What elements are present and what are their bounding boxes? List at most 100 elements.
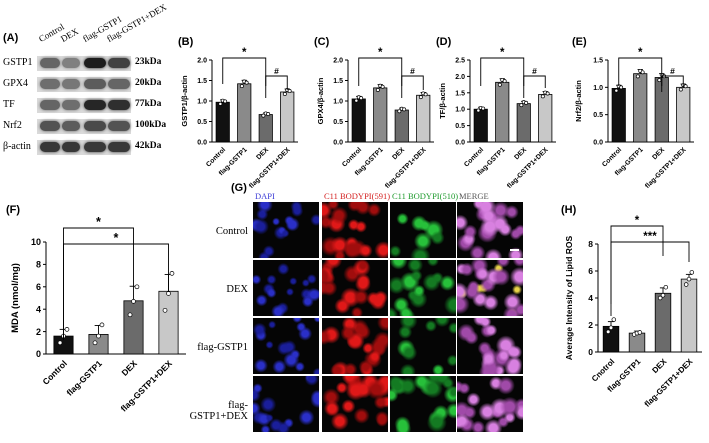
data-point bbox=[375, 88, 380, 92]
y-tick-label: 2.0 bbox=[333, 57, 343, 64]
significance-bracket bbox=[63, 227, 134, 340]
data-point bbox=[239, 84, 244, 89]
microscopy-row-label: DEX bbox=[226, 284, 248, 295]
bar bbox=[473, 108, 488, 143]
blot-protein-label: TF bbox=[3, 99, 15, 110]
y-tick-label: 1.0 bbox=[455, 107, 465, 114]
significance-marker: # bbox=[532, 66, 537, 76]
microscopy-image bbox=[322, 260, 388, 316]
microscopy-image bbox=[253, 260, 319, 316]
microscopy-image bbox=[390, 318, 456, 374]
data-point bbox=[637, 330, 643, 335]
bar bbox=[280, 91, 295, 143]
bar bbox=[602, 325, 620, 353]
y-tick-label: 2.0 bbox=[197, 57, 207, 64]
y-tick-label: 0 bbox=[588, 347, 593, 357]
y-tick-label: 8 bbox=[588, 239, 593, 249]
x-tick-label: DEX bbox=[650, 357, 668, 375]
blot-band bbox=[84, 121, 106, 131]
y-tick-label: 0.0 bbox=[593, 139, 603, 146]
bar bbox=[516, 103, 531, 143]
blot-protein-label: GPX4 bbox=[3, 78, 29, 89]
data-point bbox=[127, 312, 133, 318]
bar bbox=[215, 101, 230, 143]
blot-band bbox=[40, 58, 60, 68]
data-point bbox=[354, 98, 359, 103]
blot-band bbox=[84, 100, 106, 110]
y-tick-label: 1.5 bbox=[333, 78, 343, 85]
blot-band bbox=[84, 58, 106, 68]
y-tick-label: 0.0 bbox=[333, 139, 343, 146]
y-tick-label: 2.0 bbox=[455, 74, 465, 81]
x-tick-label: flag-GSTP1+DEX bbox=[384, 146, 428, 190]
blot-band bbox=[62, 79, 80, 89]
significance-marker: * bbox=[638, 47, 643, 59]
data-point bbox=[611, 317, 617, 322]
microscopy-image bbox=[253, 318, 319, 374]
significance-marker: # bbox=[410, 66, 415, 76]
y-tick-label: 6 bbox=[588, 266, 593, 276]
x-tick-label: flag-GSTP1 bbox=[64, 358, 104, 398]
data-point bbox=[402, 107, 407, 112]
data-point bbox=[261, 113, 266, 118]
y-tick-label: 0.0 bbox=[455, 139, 465, 146]
data-point bbox=[497, 82, 502, 87]
significance-bracket bbox=[618, 57, 663, 92]
microscopy-image bbox=[322, 376, 388, 432]
y-tick-label: 10 bbox=[31, 237, 41, 247]
blot-kda-label: 23kDa bbox=[135, 57, 162, 67]
bar bbox=[158, 290, 179, 355]
significance-bracket bbox=[610, 241, 690, 316]
y-tick-label: 0.5 bbox=[333, 119, 343, 126]
y-tick-label: 0.5 bbox=[455, 123, 465, 130]
panel-b-label: (B) bbox=[178, 36, 194, 48]
blot-band bbox=[108, 142, 130, 152]
significance-bracket bbox=[265, 75, 288, 90]
microscopy-image bbox=[322, 318, 388, 374]
significance-marker: * bbox=[635, 215, 640, 227]
microscopy-row-label: flag-GSTP1 bbox=[197, 342, 248, 353]
microscopy-image bbox=[457, 202, 523, 258]
bar bbox=[258, 114, 273, 143]
blot-kda-label: 20kDa bbox=[135, 78, 162, 88]
bar bbox=[628, 332, 646, 353]
significance-bracket bbox=[63, 243, 169, 340]
y-tick-label: 1.0 bbox=[197, 98, 207, 105]
data-point bbox=[635, 74, 640, 79]
panel-d-label: (D) bbox=[436, 36, 452, 48]
microscopy-image bbox=[253, 376, 319, 432]
y-axis-label: TF/β-actin bbox=[438, 83, 447, 119]
data-point bbox=[223, 99, 228, 104]
blot-band bbox=[108, 58, 130, 68]
significance-marker: * bbox=[378, 47, 383, 59]
y-tick-label: 1.0 bbox=[333, 98, 343, 105]
significance-bracket bbox=[401, 75, 424, 90]
data-point bbox=[614, 88, 619, 93]
blot-kda-label: 77kDa bbox=[135, 99, 162, 109]
data-point bbox=[657, 78, 662, 83]
data-point bbox=[380, 84, 385, 89]
data-point bbox=[640, 70, 645, 75]
y-tick-label: 0.5 bbox=[197, 119, 207, 126]
data-point bbox=[57, 340, 63, 346]
y-axis-label: GSTP1/β-actin bbox=[180, 75, 189, 127]
data-point bbox=[683, 84, 688, 89]
data-point bbox=[683, 282, 689, 287]
blot-band bbox=[108, 79, 130, 89]
x-tick-label: DEX bbox=[513, 146, 528, 161]
data-point bbox=[96, 333, 101, 339]
bar bbox=[123, 300, 144, 355]
microscopy-image bbox=[322, 202, 388, 258]
blot-protein-label: GSTP1 bbox=[3, 57, 33, 68]
significance-marker: *** bbox=[643, 231, 657, 243]
microscopy-channel-label: MERGE bbox=[459, 191, 489, 201]
data-point bbox=[524, 100, 529, 105]
x-tick-label: flag-GSTP1+DEX bbox=[248, 146, 292, 190]
data-point bbox=[397, 109, 402, 114]
data-point bbox=[545, 91, 550, 96]
data-point bbox=[689, 270, 695, 275]
data-point bbox=[476, 108, 481, 113]
x-tick-label: DEX bbox=[651, 146, 666, 161]
bar bbox=[680, 278, 698, 353]
bar bbox=[237, 83, 252, 143]
